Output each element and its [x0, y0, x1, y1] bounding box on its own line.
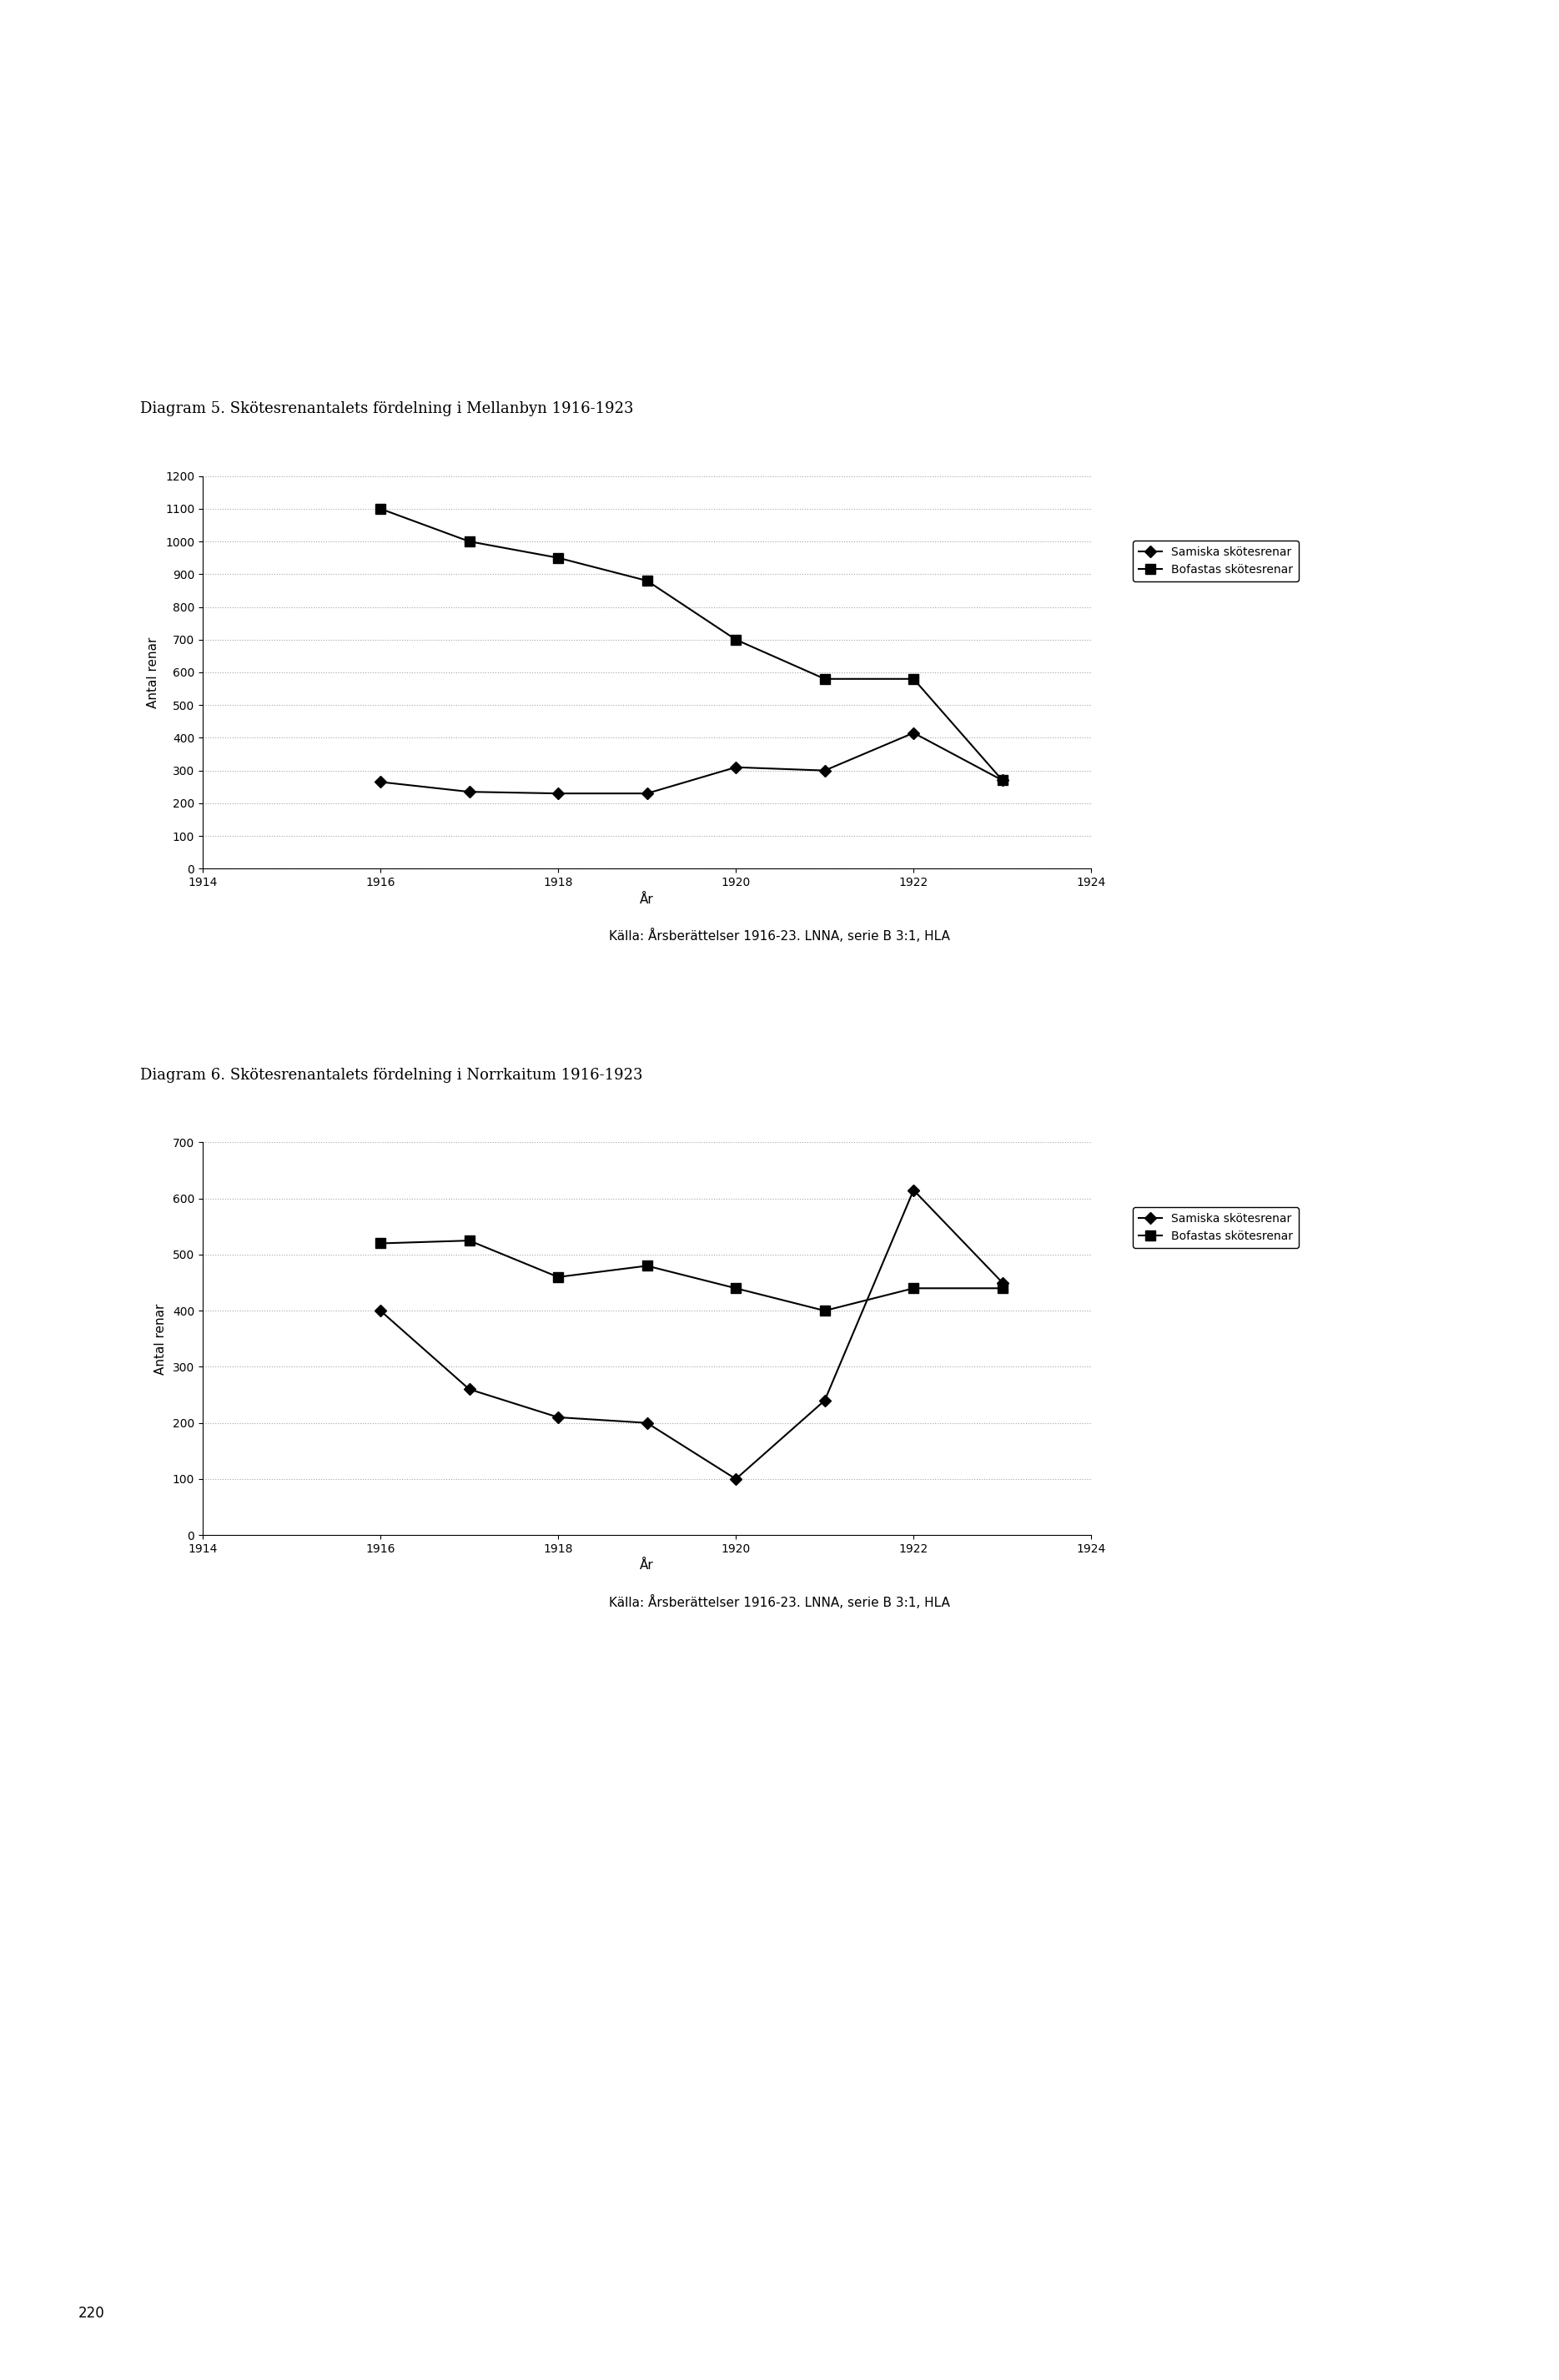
Legend: Samiska skötesrenar, Bofastas skötesrenar: Samiska skötesrenar, Bofastas skötesrena… — [1133, 540, 1299, 581]
Bofastas skötesrenar — [549, 1264, 567, 1292]
Text: Diagram 6. Skötesrenantalets fördelning i Norrkaitum 1916-1923: Diagram 6. Skötesrenantalets fördelning … — [140, 1069, 642, 1083]
Text: Källa: Årsberättelser 1916-23. LNNA, serie B 3:1, HLA: Källa: Årsberättelser 1916-23. LNNA, ser… — [610, 1595, 949, 1609]
Samiska skötesrenar — [815, 1385, 834, 1414]
Samiska skötesrenar — [904, 1176, 923, 1204]
Samiska skötesrenar — [638, 1409, 656, 1438]
Bofastas skötesrenar — [904, 1273, 923, 1302]
Samiska skötesrenar — [371, 769, 390, 797]
Text: Källa: Årsberättelser 1916-23. LNNA, serie B 3:1, HLA: Källa: Årsberättelser 1916-23. LNNA, ser… — [610, 928, 949, 942]
Y-axis label: Antal renar: Antal renar — [147, 638, 159, 707]
Samiska skötesrenar — [549, 778, 567, 807]
Bofastas skötesrenar — [549, 543, 567, 571]
Bofastas skötesrenar — [371, 495, 390, 524]
Bofastas skötesrenar — [460, 1226, 479, 1254]
Text: Diagram 5. Skötesrenantalets fördelning i Mellanbyn 1916-1923: Diagram 5. Skötesrenantalets fördelning … — [140, 402, 633, 416]
Samiska skötesrenar — [726, 1464, 745, 1492]
Line: Bofastas skötesrenar: Bofastas skötesrenar — [376, 505, 1007, 785]
Bofastas skötesrenar — [638, 1252, 656, 1280]
Line: Samiska skötesrenar: Samiska skötesrenar — [376, 1185, 1007, 1483]
Bofastas skötesrenar — [371, 1228, 390, 1257]
Samiska skötesrenar — [638, 778, 656, 807]
Samiska skötesrenar — [993, 1269, 1012, 1297]
Line: Bofastas skötesrenar: Bofastas skötesrenar — [376, 1235, 1007, 1316]
Y-axis label: Antal renar: Antal renar — [154, 1304, 167, 1373]
Samiska skötesrenar — [993, 766, 1012, 795]
Samiska skötesrenar — [371, 1297, 390, 1326]
Bofastas skötesrenar — [904, 664, 923, 693]
Samiska skötesrenar — [726, 752, 745, 781]
Bofastas skötesrenar — [993, 766, 1012, 795]
Bofastas skötesrenar — [993, 1273, 1012, 1302]
Bofastas skötesrenar — [726, 1273, 745, 1302]
Bofastas skötesrenar — [638, 566, 656, 595]
Bofastas skötesrenar — [726, 626, 745, 654]
Samiska skötesrenar — [460, 1376, 479, 1404]
Samiska skötesrenar — [815, 757, 834, 785]
Samiska skötesrenar — [549, 1404, 567, 1433]
Samiska skötesrenar — [904, 719, 923, 747]
X-axis label: År: År — [641, 892, 653, 907]
Bofastas skötesrenar — [460, 526, 479, 555]
Bofastas skötesrenar — [815, 664, 834, 693]
Samiska skötesrenar — [460, 778, 479, 807]
Bofastas skötesrenar — [815, 1297, 834, 1326]
X-axis label: År: År — [641, 1559, 653, 1573]
Legend: Samiska skötesrenar, Bofastas skötesrenar: Samiska skötesrenar, Bofastas skötesrena… — [1133, 1207, 1299, 1247]
Text: 220: 220 — [78, 2306, 104, 2320]
Line: Samiska skötesrenar: Samiska skötesrenar — [376, 728, 1007, 797]
